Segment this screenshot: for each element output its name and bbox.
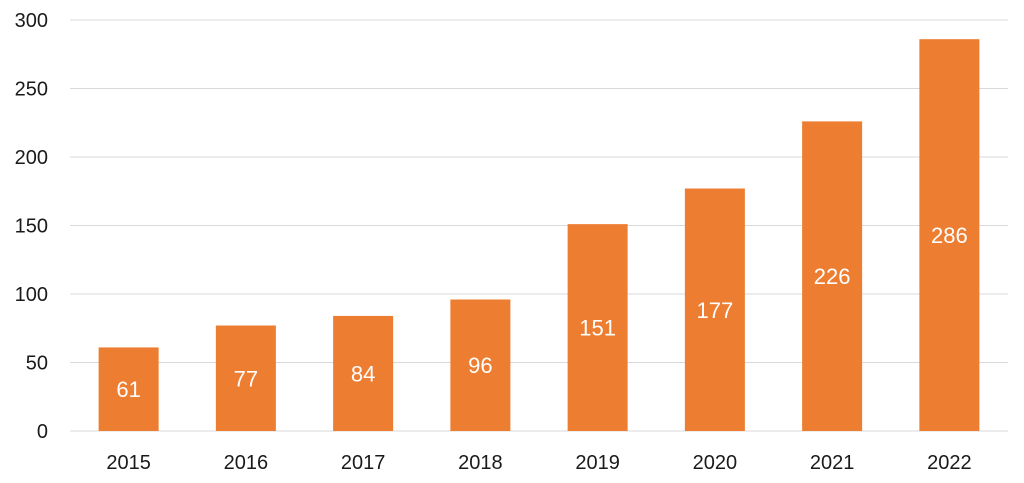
y-tick-label: 100 [15, 284, 48, 306]
data-label-2019: 151 [579, 316, 616, 341]
x-tick-label-2022: 2022 [927, 452, 972, 474]
data-label-2022: 286 [931, 223, 968, 248]
bar-2015 [98, 347, 159, 431]
bar-2018 [450, 299, 511, 431]
x-axis-ticks: 2015 2016 2017 2018 2019 2020 2021 2022 [106, 452, 971, 474]
bar-2016 [215, 325, 276, 431]
gridlines [70, 19, 1008, 432]
x-tick-label-2019: 2019 [575, 452, 620, 474]
data-label-2016: 77 [234, 366, 258, 391]
x-tick-label-2017: 2017 [341, 452, 386, 474]
y-tick-label: 50 [26, 353, 48, 375]
bar-2020 [684, 188, 745, 431]
y-tick-label: 150 [15, 216, 48, 238]
data-labels: 61 77 84 96 151 177 226 286 [116, 223, 967, 402]
data-label-2018: 96 [468, 353, 492, 378]
y-tick-label: 200 [15, 147, 48, 169]
x-tick-label-2020: 2020 [693, 452, 738, 474]
x-tick-label-2015: 2015 [106, 452, 151, 474]
bar-2019 [567, 224, 628, 431]
y-tick-label: 0 [37, 421, 48, 443]
bars [98, 39, 980, 432]
y-axis-ticks: 0 50 100 150 200 250 300 [15, 10, 48, 443]
bar-2022 [919, 39, 980, 432]
x-tick-label-2016: 2016 [224, 452, 269, 474]
x-tick-label-2018: 2018 [458, 452, 503, 474]
y-tick-label: 250 [15, 79, 48, 101]
data-label-2021: 226 [814, 264, 851, 289]
data-label-2017: 84 [351, 361, 375, 386]
x-tick-label-2021: 2021 [810, 452, 855, 474]
y-tick-label: 300 [15, 10, 48, 32]
bar-2021 [802, 121, 863, 431]
data-label-2020: 177 [697, 298, 734, 323]
bar-2017 [333, 315, 394, 431]
data-label-2015: 61 [116, 377, 140, 402]
